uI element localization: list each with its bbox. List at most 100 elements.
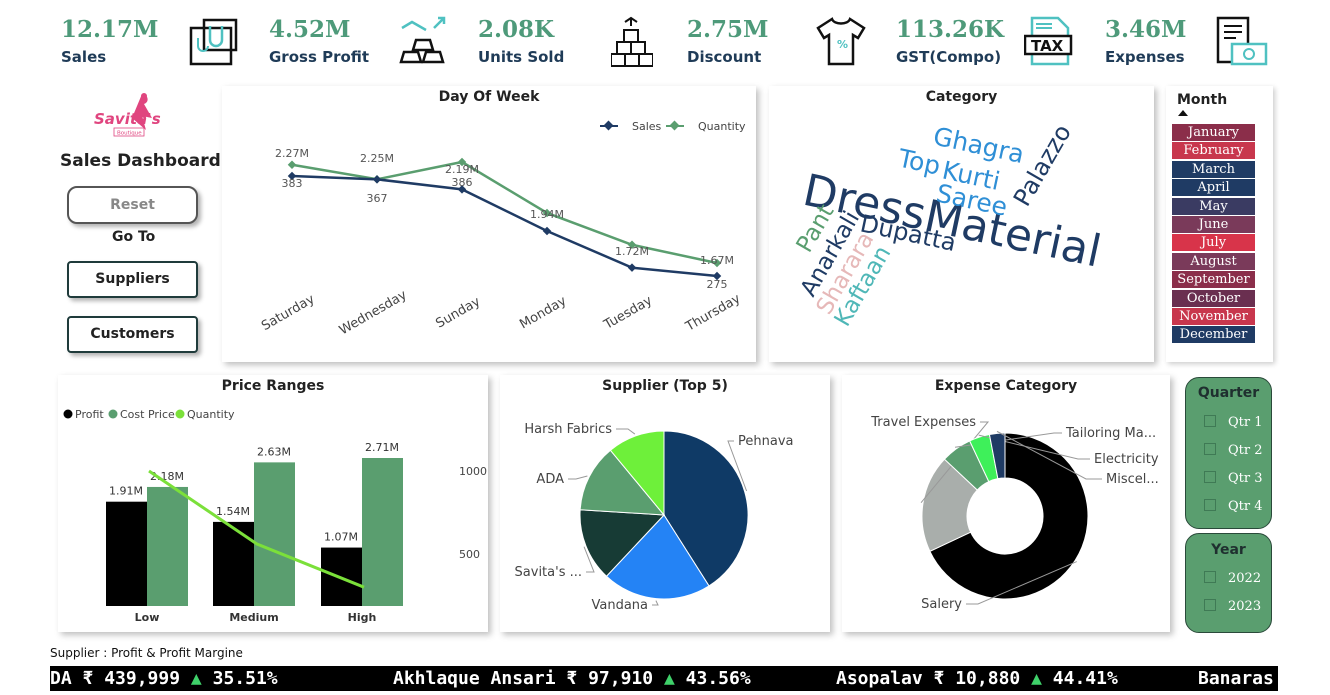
supplier-slice[interactable] — [605, 514, 710, 600]
leader-line — [978, 434, 1090, 460]
month-option-august[interactable]: August — [1172, 252, 1255, 270]
month-option-march[interactable]: March — [1172, 160, 1255, 178]
quarter-slicer: Quarter Qtr 1 Qtr 2 Qtr 3 Qtr 4 — [1185, 377, 1272, 529]
reset-button[interactable]: Reset — [67, 186, 198, 224]
sales-point[interactable] — [457, 185, 467, 194]
cost-data-label: 2.71M — [365, 441, 399, 454]
ticker-amount: ₹ 439,999 — [82, 668, 181, 689]
supplier-slice[interactable] — [579, 449, 666, 516]
expense-category-title: Expense Category — [934, 378, 1078, 394]
brand-logo: Savita's Boutique — [94, 93, 161, 137]
quarter-option-4[interactable]: Qtr 4 — [1204, 499, 1263, 515]
cost-price-bar[interactable] — [147, 486, 188, 606]
up-arrow-icon: ▲ — [663, 668, 675, 689]
month-option-june[interactable]: June — [1172, 216, 1255, 233]
year-option-2023[interactable]: 2023 — [1204, 599, 1261, 615]
day-of-week-title: Day Of Week — [438, 89, 540, 105]
category-word-cloud: DressMaterial Dupatta Ghagra Top Kurti S… — [792, 120, 1106, 331]
sales-point[interactable] — [627, 263, 637, 272]
cost-price-bar[interactable] — [362, 458, 403, 606]
month-option-may[interactable]: May — [1172, 197, 1255, 215]
month-option-october[interactable]: October — [1172, 289, 1255, 307]
profit-bar[interactable] — [213, 521, 254, 606]
ticker-pct: 44.41% — [1052, 668, 1118, 689]
month-option-december[interactable]: December — [1172, 326, 1255, 344]
quarter-option-1[interactable]: Qtr 1 — [1204, 415, 1263, 431]
cost-data-label: 2.18M — [150, 470, 184, 483]
expense-slice[interactable] — [921, 458, 979, 553]
profit-bar[interactable] — [106, 501, 147, 606]
kpi-gross-profit-label: Gross Profit — [269, 48, 370, 66]
kpi-units-sold-label: Units Sold — [478, 48, 565, 66]
year-option-2022[interactable]: 2022 — [1204, 571, 1261, 587]
quantity-data-label: 386 — [452, 176, 473, 189]
quarter-option-label: Qtr 1 — [1228, 415, 1263, 430]
quarter-option-label: Qtr 2 — [1228, 443, 1263, 458]
quarter-option-label: Qtr 4 — [1228, 499, 1263, 514]
ticker-caption: Supplier : Profit & Profit Margine — [50, 646, 243, 660]
invoice-money-icon — [1216, 16, 1268, 66]
expense-slice-label: Salery — [921, 597, 962, 612]
customers-button[interactable]: Customers — [67, 316, 198, 353]
ticker-item-da: DA ₹ 439,999 ▲ 35.51% — [50, 666, 278, 691]
sales-data-label: 2.19M — [445, 163, 479, 176]
expense-slice[interactable] — [988, 432, 1006, 480]
quantity-data-label: 275 — [707, 278, 728, 291]
quarter-option-label: Qtr 3 — [1228, 471, 1263, 486]
expense-slice[interactable] — [929, 432, 1089, 600]
quarter-option-2[interactable]: Qtr 2 — [1204, 443, 1263, 459]
sales-point[interactable] — [712, 271, 722, 281]
checkbox[interactable] — [1204, 571, 1216, 583]
checkbox[interactable] — [1204, 415, 1216, 427]
supplier-slice[interactable] — [609, 430, 665, 517]
x-tick-label: Thursday — [682, 291, 743, 335]
ticker-pct: 43.56% — [685, 668, 751, 689]
suppliers-button[interactable]: Suppliers — [67, 261, 198, 298]
checkbox[interactable] — [1204, 599, 1216, 611]
leader-line — [727, 440, 748, 492]
quantity-point[interactable] — [712, 258, 722, 268]
supplier-slice-label: Vandana — [591, 598, 648, 613]
quantity-point[interactable] — [457, 157, 467, 167]
tshirt-discount-icon: % — [816, 17, 866, 66]
checkbox[interactable] — [1204, 443, 1216, 455]
price-ranges-chart: Profit Cost Price Quantity 1000 500 1.91… — [63, 408, 487, 624]
leader-line — [966, 561, 1077, 605]
checkbox[interactable] — [1204, 499, 1216, 511]
month-option-january[interactable]: January — [1172, 124, 1255, 141]
x-tick-label: High — [348, 611, 377, 624]
shopping-bag-icon — [189, 18, 238, 66]
quantity-point[interactable] — [287, 160, 297, 169]
cost-price-bar[interactable] — [254, 462, 295, 606]
month-option-february[interactable]: February — [1172, 142, 1255, 160]
sales-point[interactable] — [542, 226, 552, 236]
sort-arrow-icon[interactable] — [1178, 110, 1188, 116]
sales-point[interactable] — [287, 171, 297, 181]
month-option-november[interactable]: November — [1172, 308, 1255, 325]
sales-point[interactable] — [372, 175, 382, 184]
category-title: Category — [925, 89, 998, 105]
profit-data-label: 1.91M — [109, 485, 143, 498]
ticker-name: Akhlaque Ansari — [393, 668, 556, 689]
month-slicer-title: Month — [1177, 92, 1228, 108]
category-card: Category DressMaterial Dupatta Ghagra To… — [769, 86, 1154, 362]
kpi-gst-label: GST(Compo) — [896, 48, 1002, 66]
dow-legend-sales: Sales — [632, 120, 662, 133]
secondary-tick-1000: 1000 — [459, 465, 487, 478]
month-option-july[interactable]: July — [1172, 234, 1255, 252]
month-option-april[interactable]: April — [1172, 179, 1255, 197]
sales-line — [291, 174, 718, 278]
year-option-label: 2022 — [1228, 571, 1262, 586]
checkbox[interactable] — [1204, 471, 1216, 483]
supplier-slice-label: ADA — [536, 472, 564, 487]
ticker-pct: 35.51% — [212, 668, 278, 689]
quarter-option-3[interactable]: Qtr 3 — [1204, 471, 1263, 487]
kpi-expenses-label: Expenses — [1105, 48, 1185, 66]
kpi-units-sold-value: 2.08K — [478, 16, 555, 43]
quantity-data-label: 367 — [367, 192, 388, 205]
month-option-september[interactable]: September — [1172, 271, 1255, 289]
price-legend: Profit Cost Price Quantity — [63, 408, 235, 421]
year-option-label: 2023 — [1228, 599, 1262, 614]
supplier-slice[interactable] — [579, 509, 666, 577]
profit-data-label: 1.07M — [324, 531, 358, 544]
